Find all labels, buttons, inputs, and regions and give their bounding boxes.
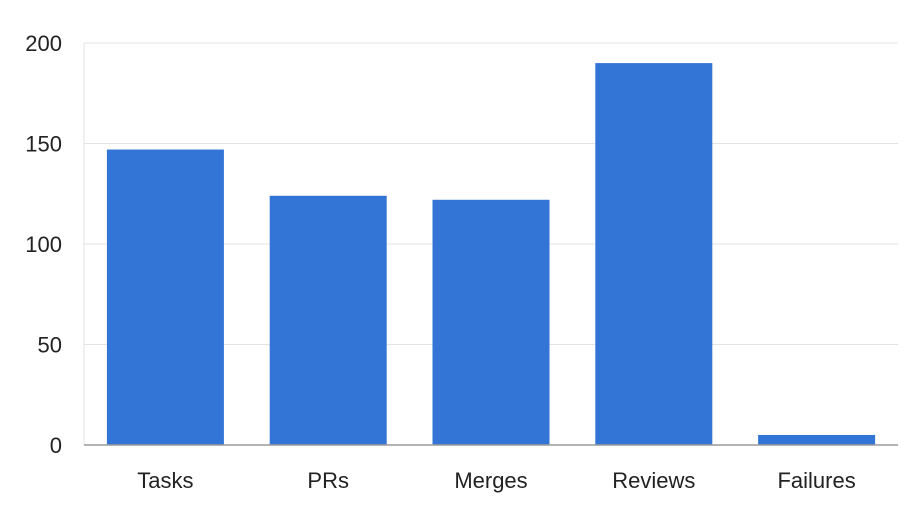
y-tick-label: 100 [25,232,62,257]
bar-tasks [106,149,224,445]
y-tick-label: 50 [38,333,62,358]
x-tick-label-tasks: Tasks [137,468,193,493]
bars [106,63,876,445]
bar-reviews [595,63,713,445]
x-tick-label-failures: Failures [777,468,855,493]
x-axis-ticks: Tasks PRs Merges Reviews Failures [137,468,855,493]
x-tick-label-reviews: Reviews [612,468,695,493]
bar-failures [758,434,876,445]
y-tick-label: 150 [25,132,62,157]
bar-merges [432,199,550,445]
y-tick-label: 0 [50,433,62,458]
y-axis-ticks: 0 50 100 150 200 [25,31,62,458]
x-tick-label-prs: PRs [307,468,349,493]
y-tick-label: 200 [25,31,62,56]
bar-prs [269,195,387,445]
x-tick-label-merges: Merges [454,468,527,493]
